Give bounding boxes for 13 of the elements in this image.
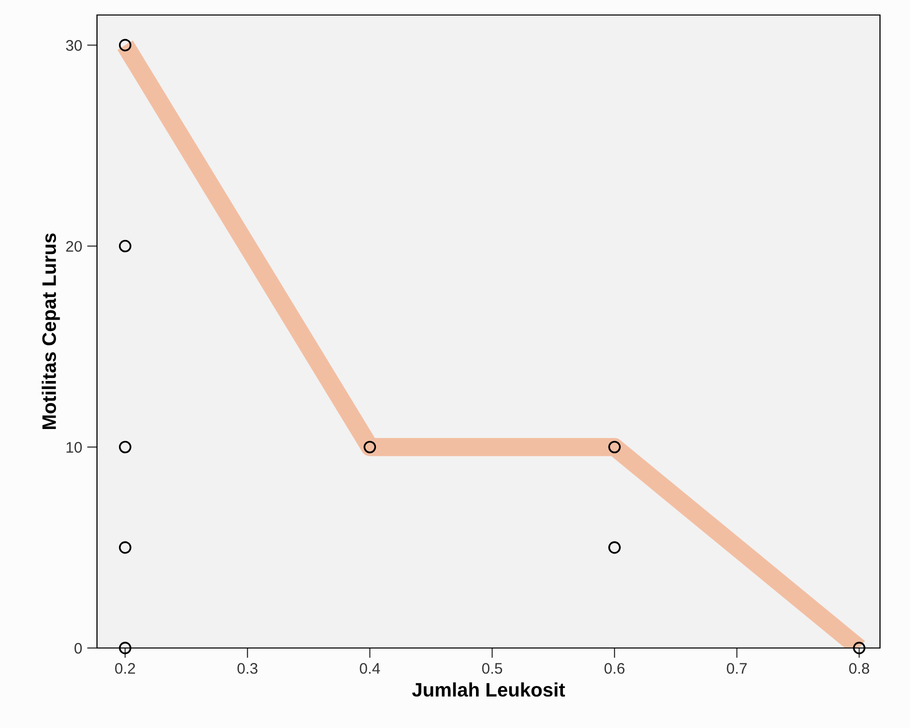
- x-tick-label: 0.5: [482, 662, 502, 674]
- x-tick-label: 0.7: [726, 662, 747, 674]
- x-tick-label: 0.4: [360, 662, 380, 674]
- y-tick-label: 0: [74, 642, 82, 654]
- x-tick-label: 0.2: [115, 662, 135, 674]
- y-tick-label: 10: [66, 442, 82, 453]
- y-axis-title: Motilitas Cepat Lurus: [42, 233, 60, 430]
- y-tick-label: 30: [66, 40, 82, 51]
- x-tick-label: 0.3: [237, 662, 258, 674]
- x-tick-label: 0.6: [604, 662, 624, 674]
- y-tick-label: 20: [66, 240, 82, 252]
- x-tick-label: 0.8: [849, 662, 870, 674]
- x-axis-title: Jumlah Leukosit: [412, 682, 565, 697]
